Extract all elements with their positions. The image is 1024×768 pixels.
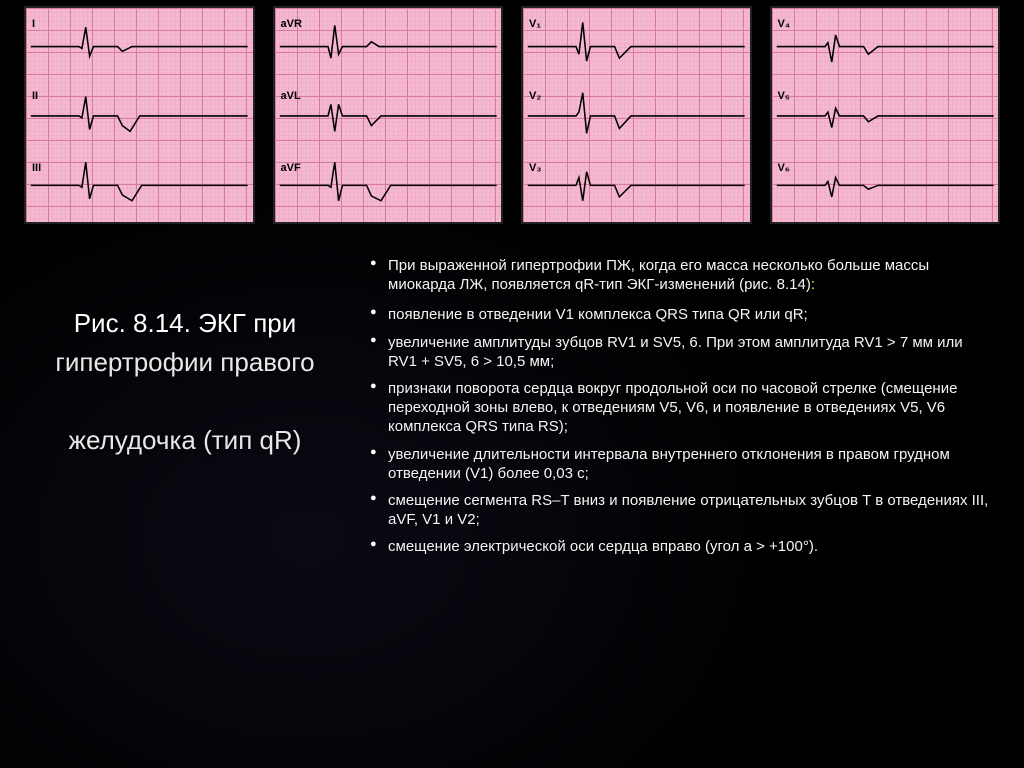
lead-label: V₆ (778, 162, 790, 174)
bullet-item: смещение сегмента RS–T вниз и появление … (364, 491, 994, 529)
ecg-panel: IIIIII (24, 6, 255, 224)
bullet-item: смещение электрической оси сердца вправо… (364, 537, 994, 556)
lead-label: I (32, 18, 35, 30)
bullet-item: появление в отведении V1 комплекса QRS т… (364, 305, 994, 324)
bullet-list: При выраженной гипертрофии ПЖ, когда его… (364, 256, 994, 556)
bullet-item: увеличение амплитуды зубцов RV1 и SV5, 6… (364, 333, 994, 371)
figure-title-block: Рис. 8.14. ЭКГ при гипертрофии правого ж… (30, 252, 340, 564)
figure-title-line1: Рис. 8.14. ЭКГ при (74, 308, 297, 338)
lead-label: aVR (281, 18, 302, 30)
ecg-trace (26, 8, 252, 218)
lead-label: V₂ (529, 90, 541, 102)
figure-title: Рис. 8.14. ЭКГ при гипертрофии правого ж… (30, 304, 340, 460)
ecg-trace (275, 8, 501, 218)
bullet-item: признаки поворота сердца вокруг продольн… (364, 379, 994, 437)
ecg-panel: V₄ V₅ V₆ (770, 6, 1001, 224)
bullet-item: При выраженной гипертрофии ПЖ, когда его… (364, 256, 994, 294)
ecg-strip: IIIIIIaVRaVLaVFV₁V₂V₃V₄V₅V₆ (0, 0, 1024, 224)
ecg-trace (523, 8, 749, 218)
ecg-trace (772, 8, 998, 218)
lead-label: V₃ (529, 162, 541, 174)
lead-label: V₁ (529, 18, 541, 30)
figure-title-line3: желудочка (тип qR) (69, 425, 302, 455)
figure-title-line2: гипертрофии правого (55, 347, 314, 377)
ecg-panel: aVR aVL aVF (273, 6, 504, 224)
lead-label: III (32, 162, 41, 174)
ecg-panel: V₁ V₂ V₃ (521, 6, 752, 224)
lead-label: aVL (281, 90, 301, 102)
lead-label: V₄ (778, 18, 791, 30)
bullet-item: увеличение длительности интервала внутре… (364, 445, 994, 483)
lead-label: aVF (281, 162, 301, 174)
main-content: Рис. 8.14. ЭКГ при гипертрофии правого ж… (0, 224, 1024, 564)
lead-label: V₅ (778, 90, 790, 102)
lead-label: II (32, 90, 38, 102)
bullet-block: При выраженной гипертрофии ПЖ, когда его… (364, 252, 994, 564)
